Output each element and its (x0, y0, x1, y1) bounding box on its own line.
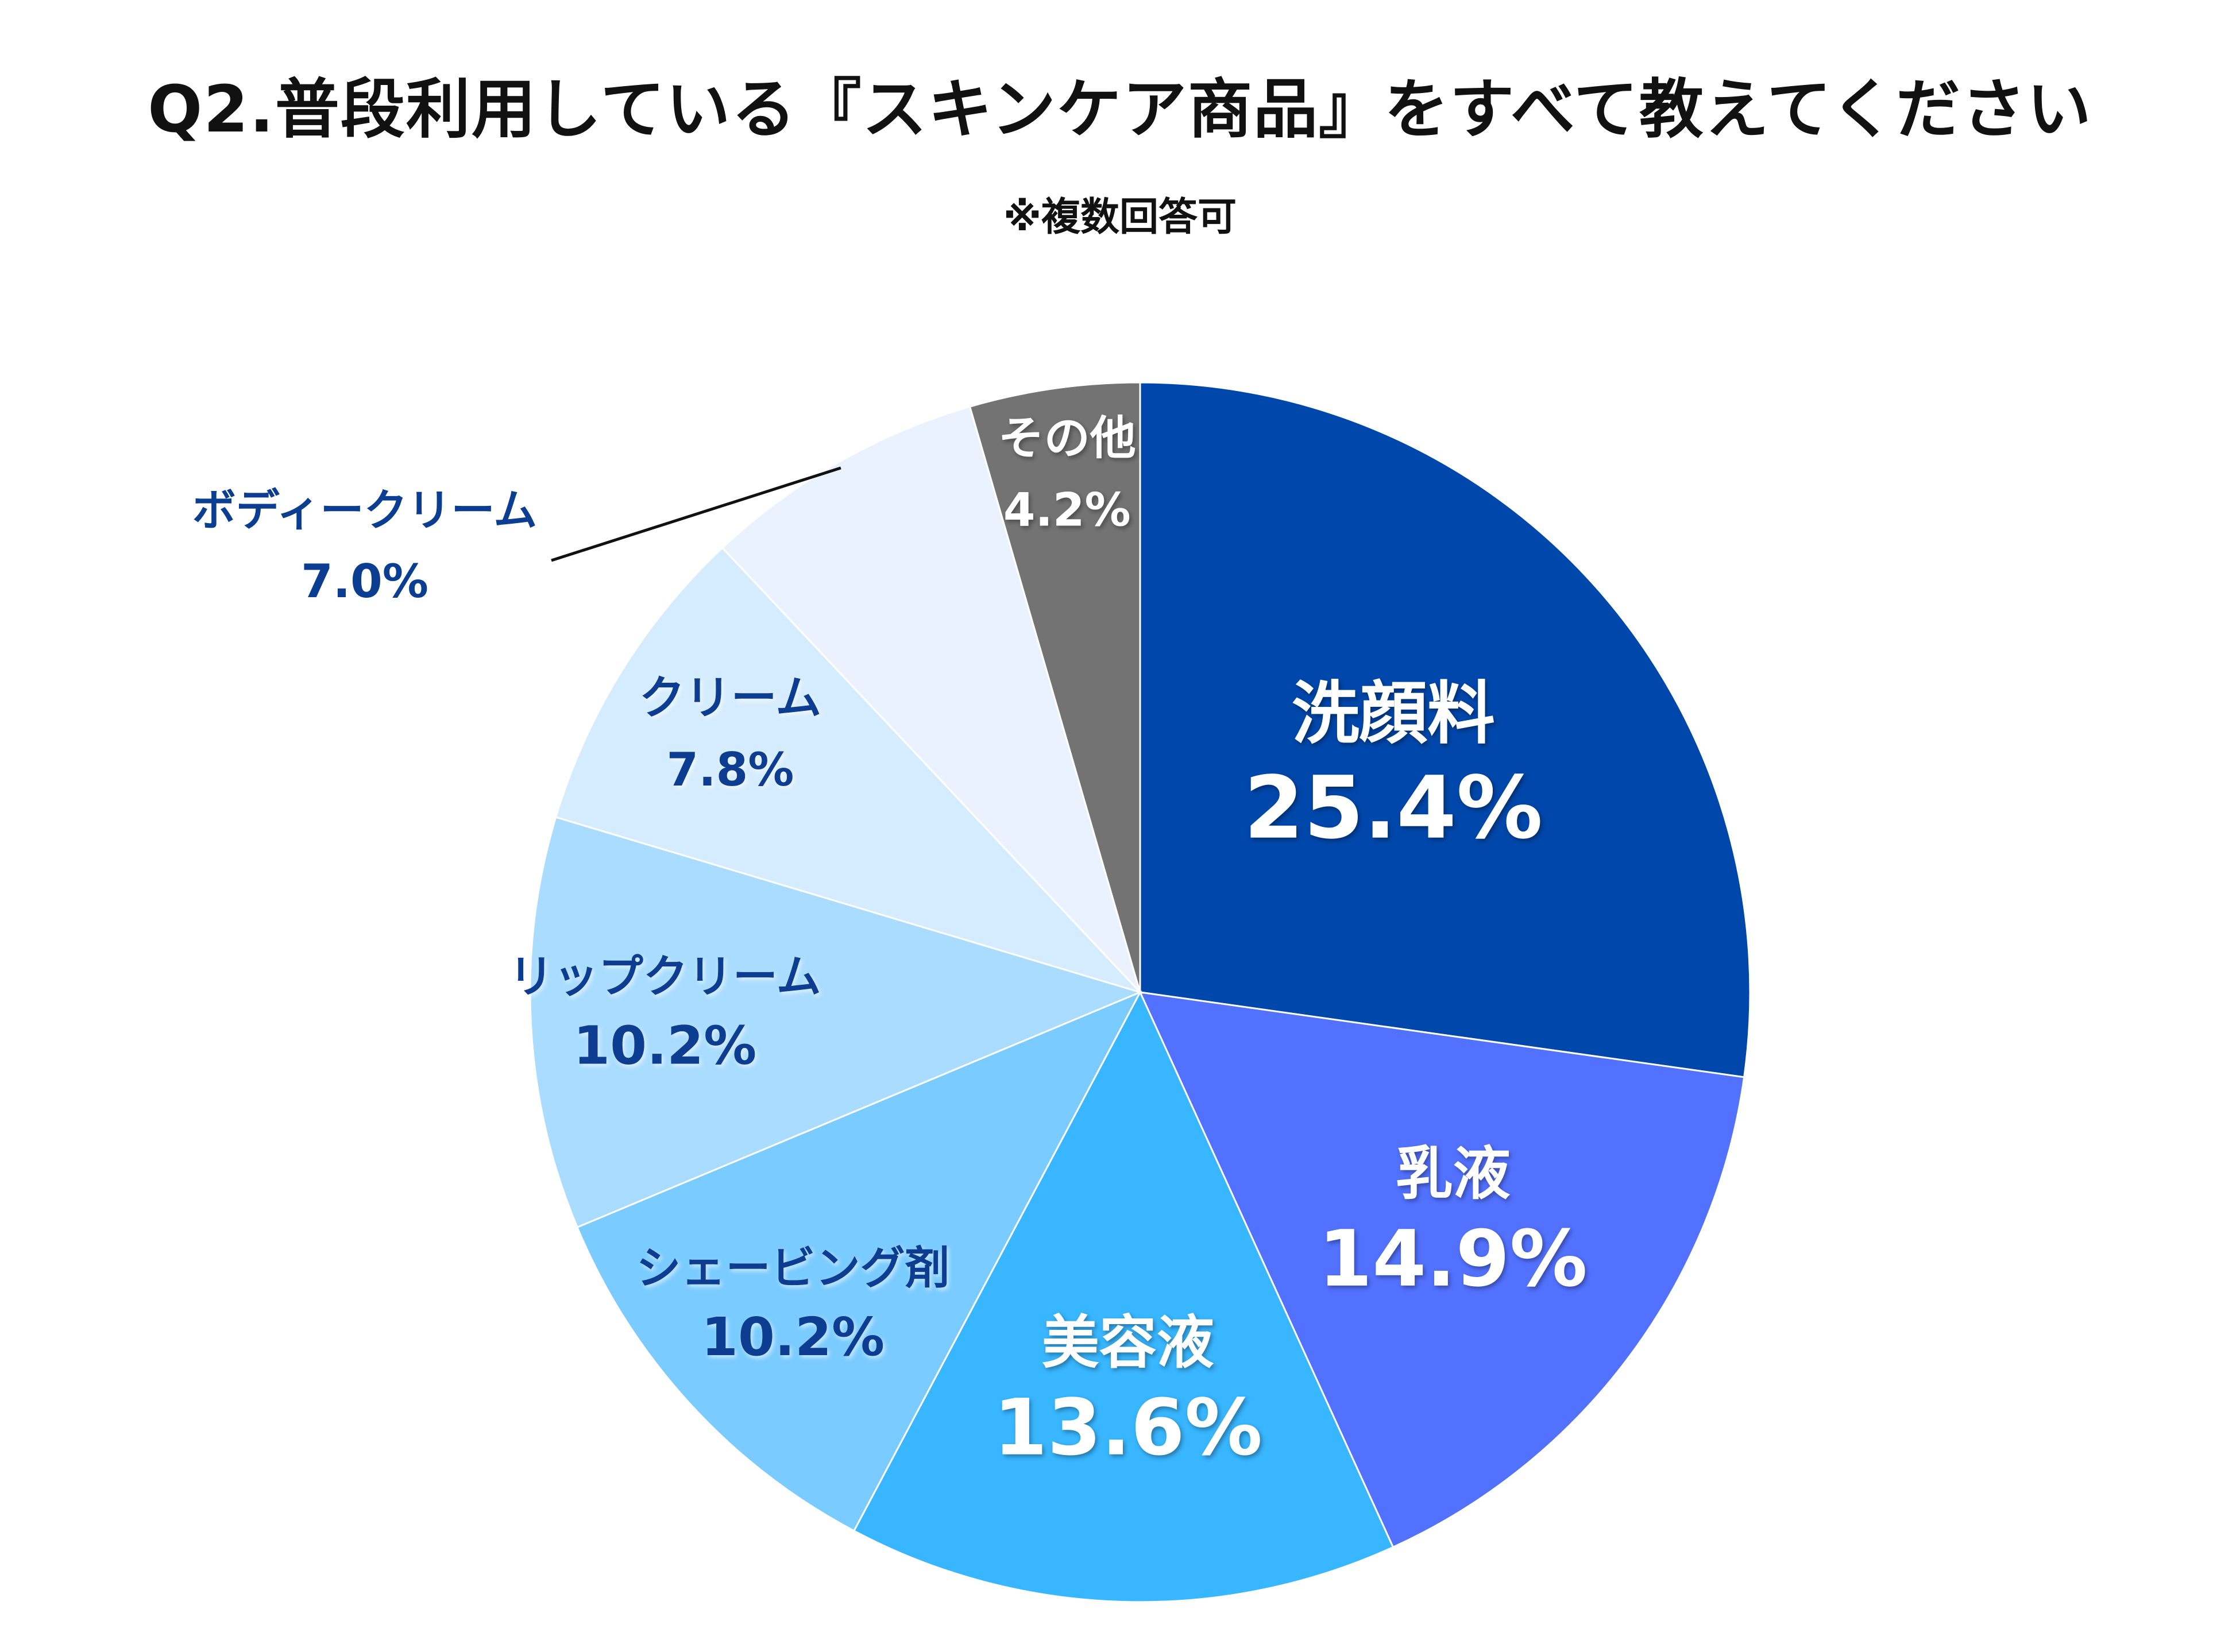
pie-slice (554, 546, 1143, 995)
slice-label-category: その他 (998, 412, 1136, 465)
slice-label-value: 25.4% (1244, 759, 1543, 858)
slice-label-value: 10.2% (573, 1015, 756, 1076)
pie-slice (721, 405, 1141, 993)
slice-label-category: 美容液 (1042, 1309, 1214, 1376)
slice-label-category: クリーム (639, 671, 822, 725)
pie-slice (1138, 991, 1745, 1549)
chart-title: Q2.普段利用している『スキンケア商品』をすべて教えてください (148, 72, 2092, 147)
slice-label-category: リップクリーム (509, 951, 821, 1003)
slice-label-value: 14.9% (1318, 1214, 1587, 1304)
slice-label-value: 10.2% (701, 1306, 885, 1368)
pie-slices (529, 381, 1751, 1603)
slice-label-value: 13.6% (994, 1383, 1262, 1473)
slice-label-value: 7.8% (667, 743, 794, 796)
callout-leader-line (551, 466, 841, 562)
chart-subtitle: ※複数回答可 (1003, 195, 1237, 240)
pie-slice (529, 816, 1143, 1229)
pie-slice (1139, 381, 1751, 1078)
pie-slice (852, 990, 1395, 1603)
slice-label-category: 洗顔料 (1292, 674, 1495, 753)
pie-slice (968, 381, 1141, 993)
slice-label-value: 4.2% (1003, 483, 1131, 537)
slice-label-category: シェービング剤 (636, 1243, 950, 1294)
slice-label-category: ボディークリーム (192, 485, 537, 536)
slice-label-value: 7.0% (301, 555, 428, 608)
slice-label-category: 乳液 (1396, 1140, 1511, 1208)
pie-slice (576, 990, 1142, 1532)
